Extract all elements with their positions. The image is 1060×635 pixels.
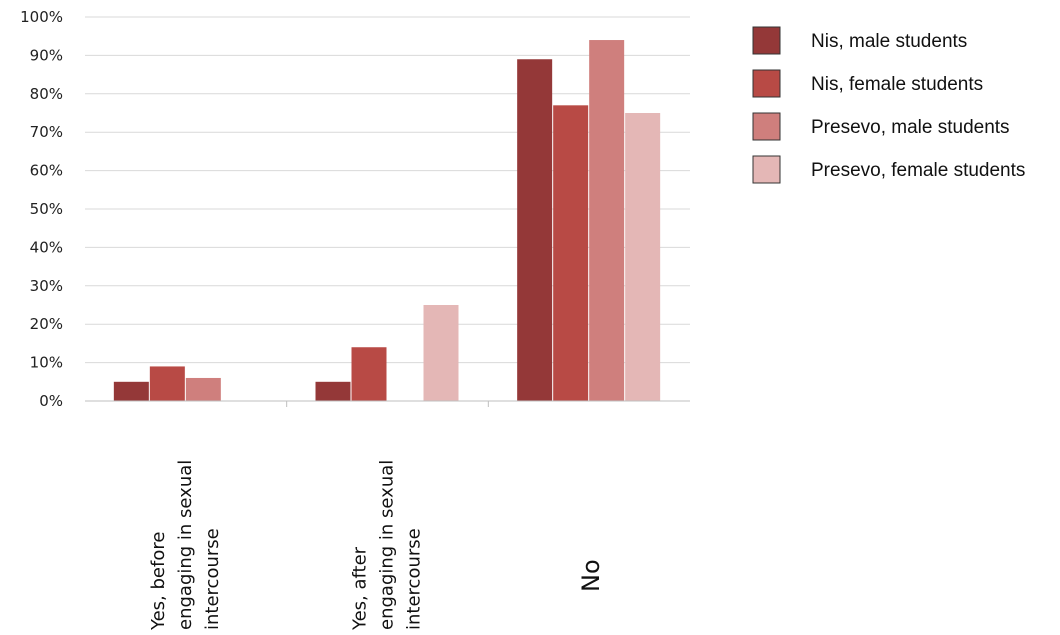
y-tick-label: 100% <box>20 8 63 26</box>
legend-label: Presevo, male students <box>811 117 1010 138</box>
y-tick-label: 10% <box>30 354 63 372</box>
bar <box>351 347 387 401</box>
legend-label: Nis, female students <box>811 74 983 95</box>
legend-label: Presevo, female students <box>811 160 1025 181</box>
bar <box>423 305 459 401</box>
y-tick-label: 70% <box>30 123 63 141</box>
legend-swatch <box>752 155 781 184</box>
x-tick-label: No <box>577 559 605 592</box>
bar <box>589 40 625 401</box>
bar <box>185 377 221 401</box>
legend-swatch <box>752 69 781 98</box>
legend-swatch <box>752 26 781 55</box>
bars <box>113 40 661 402</box>
bar <box>113 381 149 401</box>
legend-swatch <box>752 112 781 141</box>
bar <box>625 113 661 401</box>
x-tick-label: Yes, before <box>148 532 169 631</box>
y-tick-label: 40% <box>30 238 63 256</box>
y-tick-label: 0% <box>39 392 63 410</box>
legend: Nis, male students Nis, female students Pr… <box>752 26 1025 184</box>
y-tick-label: 50% <box>30 200 63 218</box>
bar <box>315 381 351 401</box>
y-tick-label: 80% <box>30 85 63 103</box>
bar <box>149 366 185 401</box>
x-tick-label: engaging in sexual <box>175 460 196 630</box>
y-tick-label: 20% <box>30 315 63 333</box>
x-tick-label: engaging in sexual <box>377 460 398 630</box>
x-axis: Yes, before engaging in sexual intercourse… <box>85 400 690 631</box>
x-tick-label: Yes, after <box>350 546 371 631</box>
bar <box>517 59 553 402</box>
y-tick-label: 30% <box>30 277 63 295</box>
legend-label: Nis, male students <box>811 31 967 52</box>
x-tick-label: intercourse <box>404 528 425 630</box>
y-tick-label: 60% <box>30 162 63 180</box>
y-axis: 0% 10% 20% 30% 40% 50% 60% 70% 80% 90% 100% <box>20 8 63 410</box>
y-tick-label: 90% <box>30 46 63 64</box>
bar <box>553 105 589 401</box>
x-tick-label: intercourse <box>202 528 223 630</box>
